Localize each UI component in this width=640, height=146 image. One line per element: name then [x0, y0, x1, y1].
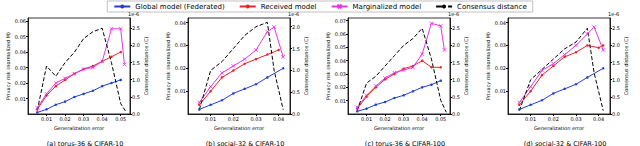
svg-text:0.5: 0.5 [132, 94, 140, 100]
svg-text:0.04: 0.04 [495, 20, 506, 26]
svg-text:0.5: 0.5 [292, 89, 300, 95]
svg-text:0.03: 0.03 [78, 116, 89, 122]
svg-text:1.0: 1.0 [132, 77, 140, 83]
svg-text:0.02: 0.02 [228, 116, 239, 122]
svg-text:Consensus distance (C): Consensus distance (C) [463, 37, 469, 96]
svg-text:0.03: 0.03 [570, 116, 581, 122]
svg-text:Privacy risk (normalized M): Privacy risk (normalized M) [165, 32, 172, 100]
svg-text:0.01: 0.01 [15, 96, 26, 102]
svg-text:2.0: 2.0 [292, 24, 300, 30]
svg-text:0.0: 0.0 [612, 111, 620, 117]
svg-text:0.0: 0.0 [452, 111, 460, 117]
svg-text:0.01: 0.01 [525, 116, 536, 122]
svg-text:1e-6: 1e-6 [288, 10, 300, 17]
svg-text:0.03: 0.03 [495, 42, 506, 48]
svg-text:1.5: 1.5 [132, 60, 140, 66]
svg-text:Privacy risk (normalized M): Privacy risk (normalized M) [485, 32, 492, 100]
svg-text:2.0: 2.0 [612, 42, 620, 48]
svg-text:0.04: 0.04 [335, 58, 346, 64]
svg-text:0.0: 0.0 [132, 111, 140, 117]
svg-text:0.02: 0.02 [380, 116, 391, 122]
svg-text:0.06: 0.06 [15, 18, 26, 24]
svg-text:0.01: 0.01 [335, 98, 346, 104]
svg-text:0.5: 0.5 [612, 94, 620, 100]
svg-text:0.04: 0.04 [593, 116, 604, 122]
svg-text:Received model: Received model [261, 3, 317, 11]
svg-text:1.0: 1.0 [292, 67, 300, 73]
svg-text:2.0: 2.0 [452, 42, 460, 48]
svg-text:Consensus distance (C): Consensus distance (C) [623, 37, 629, 96]
svg-text:0.05: 0.05 [115, 116, 126, 122]
svg-text:0.04: 0.04 [417, 116, 428, 122]
svg-text:Privacy risk (normalized M): Privacy risk (normalized M) [325, 32, 332, 100]
svg-text:1e-6: 1e-6 [448, 10, 460, 17]
svg-text:0.02: 0.02 [335, 84, 346, 90]
svg-text:0.01: 0.01 [205, 116, 216, 122]
svg-text:(c) torus-36 & CIFAR-100: (c) torus-36 & CIFAR-100 [365, 140, 445, 146]
svg-text:1e-6: 1e-6 [128, 10, 140, 17]
svg-text:0.03: 0.03 [398, 116, 409, 122]
svg-text:1.5: 1.5 [292, 46, 300, 52]
svg-text:0.02: 0.02 [15, 80, 26, 86]
svg-text:1.0: 1.0 [612, 77, 620, 83]
svg-text:Marginalized model: Marginalized model [353, 3, 422, 11]
svg-text:2.5: 2.5 [612, 25, 620, 31]
svg-text:0.03: 0.03 [335, 71, 346, 77]
svg-text:Consensus distance: Consensus distance [457, 3, 527, 11]
svg-text:0.05: 0.05 [15, 34, 26, 40]
svg-text:0.01: 0.01 [41, 116, 52, 122]
svg-text:Privacy risk (normalized M): Privacy risk (normalized M) [5, 32, 12, 100]
svg-text:0.03: 0.03 [15, 65, 26, 71]
svg-text:(a) torus-36 & CIFAR-10: (a) torus-36 & CIFAR-10 [47, 140, 124, 146]
svg-text:(d) social-32 & CIFAR-100: (d) social-32 & CIFAR-100 [524, 140, 607, 146]
svg-text:0.02: 0.02 [548, 116, 559, 122]
svg-text:0.02: 0.02 [175, 65, 186, 71]
svg-text:0.04: 0.04 [273, 116, 284, 122]
svg-text:2.5: 2.5 [452, 25, 460, 31]
svg-text:0.06: 0.06 [335, 31, 346, 37]
svg-text:Global model (Federated): Global model (Federated) [135, 3, 225, 11]
svg-text:0.0: 0.0 [292, 111, 300, 117]
svg-text:0.04: 0.04 [175, 20, 186, 26]
svg-text:0.04: 0.04 [97, 116, 108, 122]
svg-text:2.0: 2.0 [132, 42, 140, 48]
svg-text:Consensus distance (C): Consensus distance (C) [143, 37, 149, 96]
svg-text:0.02: 0.02 [495, 65, 506, 71]
svg-text:0.02: 0.02 [60, 116, 71, 122]
svg-text:0.01: 0.01 [495, 88, 506, 94]
svg-text:0.07: 0.07 [335, 18, 346, 24]
svg-text:(b) social-32 & CIFAR-10: (b) social-32 & CIFAR-10 [206, 140, 285, 146]
svg-text:0.01: 0.01 [361, 116, 372, 122]
svg-text:0.04: 0.04 [15, 49, 26, 55]
svg-text:Generalization error: Generalization error [374, 125, 425, 131]
svg-text:Consensus distance (C): Consensus distance (C) [303, 37, 309, 96]
svg-text:0.05: 0.05 [335, 44, 346, 50]
svg-text:0.03: 0.03 [175, 42, 186, 48]
svg-text:0.05: 0.05 [435, 116, 446, 122]
svg-text:1.5: 1.5 [612, 60, 620, 66]
svg-text:Generalization error: Generalization error [214, 125, 265, 131]
svg-text:1.0: 1.0 [452, 77, 460, 83]
svg-text:Generalization error: Generalization error [534, 125, 585, 131]
svg-text:0.5: 0.5 [452, 94, 460, 100]
svg-text:1.5: 1.5 [452, 60, 460, 66]
svg-text:1e-6: 1e-6 [608, 11, 619, 17]
svg-text:0.03: 0.03 [250, 116, 261, 122]
svg-text:0.01: 0.01 [175, 88, 186, 94]
svg-text:2.5: 2.5 [132, 25, 140, 31]
svg-text:Generalization error: Generalization error [54, 125, 105, 131]
